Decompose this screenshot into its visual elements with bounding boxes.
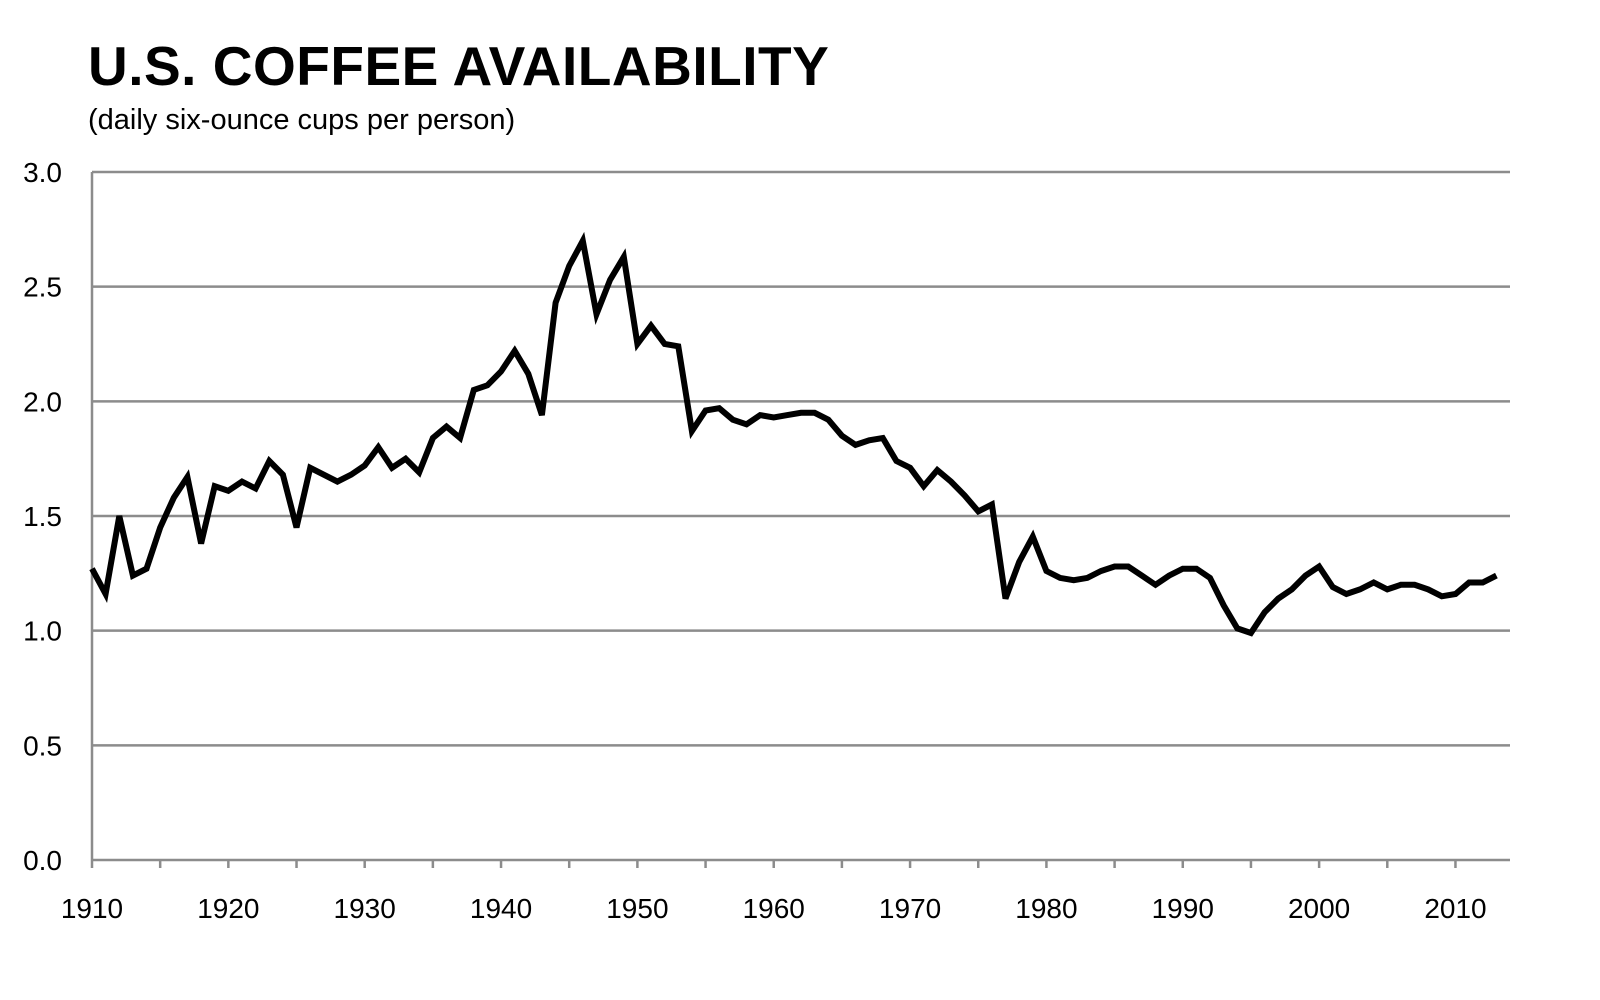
x-tick-label: 1940 <box>470 893 532 924</box>
x-tick-label: 1950 <box>606 893 668 924</box>
y-tick-label: 2.5 <box>23 272 62 303</box>
x-tick-label: 1910 <box>61 893 123 924</box>
x-tick-labels: 1910 1920 1930 1940 1950 1960 1970 1980 1990 2000… <box>61 893 1487 924</box>
x-tick-label: 1970 <box>879 893 941 924</box>
gridlines <box>92 170 1510 747</box>
y-tick-label: 1.5 <box>23 501 62 532</box>
series-layer <box>89 231 1498 637</box>
x-tick-label: 1990 <box>1152 893 1214 924</box>
axes <box>90 172 1510 862</box>
y-tick-label: 2.0 <box>23 386 62 417</box>
tick-marks <box>90 860 1457 868</box>
x-tick-label: 1980 <box>1015 893 1077 924</box>
x-tick-label: 2010 <box>1424 893 1486 924</box>
x-tick-label: 1960 <box>743 893 805 924</box>
chart-subtitle: (daily six-ounce cups per person) <box>88 104 516 136</box>
x-tick-label: 1930 <box>334 893 396 924</box>
x-tick-label: 1920 <box>197 893 259 924</box>
y-tick-labels: 0.0 0.5 1.0 1.5 2.0 2.5 3.0 <box>23 157 62 876</box>
y-tick-label: 0.5 <box>23 730 62 761</box>
y-tick-label: 3.0 <box>23 157 62 188</box>
x-tick-label: 2000 <box>1288 893 1350 924</box>
series-line <box>89 231 1498 637</box>
chart-title: U.S. COFFEE AVAILABILITY <box>88 35 830 97</box>
y-tick-label: 0.0 <box>23 845 62 876</box>
y-tick-label: 1.0 <box>23 616 62 647</box>
